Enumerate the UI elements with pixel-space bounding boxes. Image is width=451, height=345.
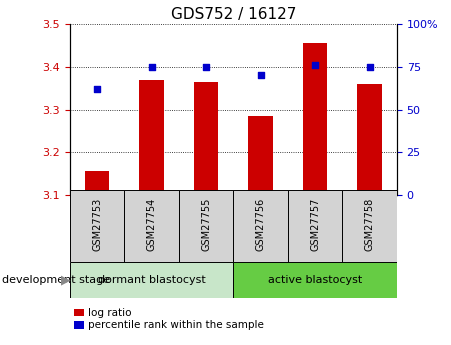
Bar	[234, 190, 288, 262]
Point	[93, 86, 101, 92]
Title: GDS752 / 16127: GDS752 / 16127	[171, 7, 296, 22]
Text: GSM27753: GSM27753	[92, 198, 102, 251]
Bar	[70, 190, 124, 262]
Point	[257, 73, 264, 78]
Text: dormant blastocyst: dormant blastocyst	[98, 275, 206, 285]
Text: GSM27755: GSM27755	[201, 198, 211, 251]
Text: log ratio: log ratio	[88, 308, 131, 317]
Bar	[124, 190, 179, 262]
Text: GSM27757: GSM27757	[310, 198, 320, 251]
Bar	[288, 190, 342, 262]
Bar	[85, 171, 110, 195]
Text: development stage: development stage	[2, 275, 110, 285]
Text: percentile rank within the sample: percentile rank within the sample	[88, 320, 264, 330]
Point	[148, 64, 155, 70]
Point	[312, 62, 319, 68]
Bar	[179, 190, 234, 262]
Point	[202, 64, 210, 70]
Bar	[249, 116, 273, 195]
Bar	[70, 262, 234, 298]
Bar	[342, 190, 397, 262]
Bar	[303, 43, 327, 195]
Bar	[234, 262, 397, 298]
Bar	[194, 82, 218, 195]
Text: GSM27758: GSM27758	[364, 198, 375, 251]
Text: ▶: ▶	[61, 274, 70, 287]
Point	[366, 64, 373, 70]
Text: GSM27754: GSM27754	[147, 198, 156, 251]
Bar	[139, 80, 164, 195]
Bar	[357, 84, 382, 195]
Text: GSM27756: GSM27756	[256, 198, 266, 251]
Text: active blastocyst: active blastocyst	[268, 275, 362, 285]
